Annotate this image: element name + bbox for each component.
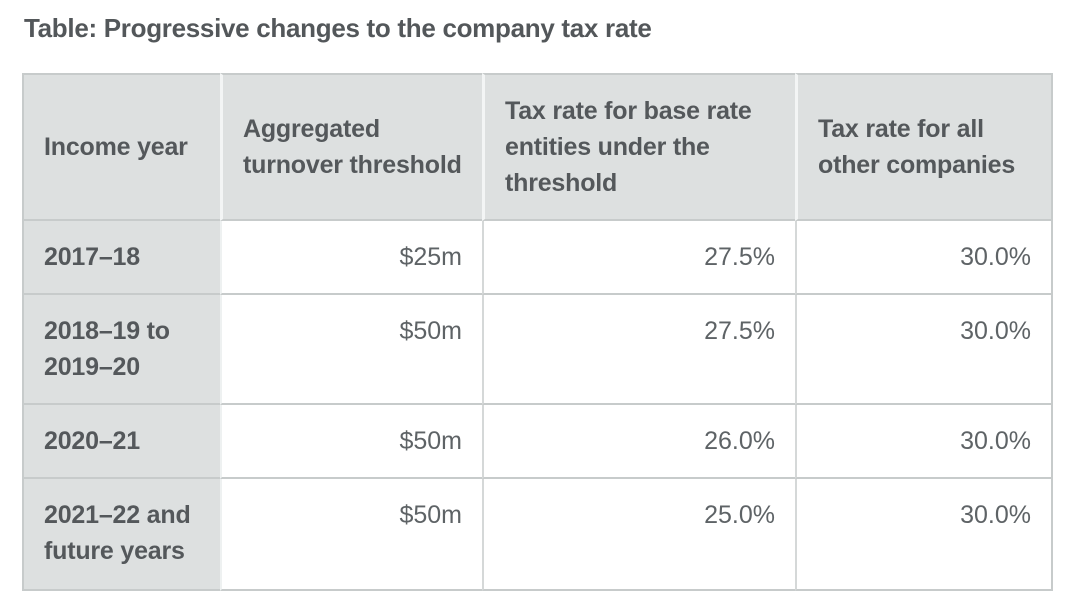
company-tax-rate-table: Income year Aggregated turnover threshol… bbox=[22, 73, 1053, 591]
cell-other-companies-tax: 30.0% bbox=[795, 221, 1053, 295]
row-header-income-year: 2017–18 bbox=[22, 221, 220, 295]
table-row-2017-18: 2017–18 $25m 27.5% 30.0% bbox=[22, 221, 1053, 295]
cell-other-companies-tax: 30.0% bbox=[795, 479, 1053, 591]
col-header-base-rate-tax: Tax rate for base rate entities under th… bbox=[482, 73, 795, 221]
cell-other-companies-tax: 30.0% bbox=[795, 405, 1053, 479]
cell-base-rate-tax: 27.5% bbox=[482, 295, 795, 405]
row-header-income-year: 2020–21 bbox=[22, 405, 220, 479]
cell-turnover-threshold: $50m bbox=[220, 479, 482, 591]
cell-base-rate-tax: 25.0% bbox=[482, 479, 795, 591]
cell-turnover-threshold: $50m bbox=[220, 405, 482, 479]
cell-other-companies-tax: 30.0% bbox=[795, 295, 1053, 405]
cell-turnover-threshold: $25m bbox=[220, 221, 482, 295]
table-row-2021-22-and-future-years: 2021–22 and future years $50m 25.0% 30.0… bbox=[22, 479, 1053, 591]
col-header-other-companies-tax: Tax rate for all other companies bbox=[795, 73, 1053, 221]
row-header-income-year: 2018–19 to 2019–20 bbox=[22, 295, 220, 405]
row-header-income-year: 2021–22 and future years bbox=[22, 479, 220, 591]
header-row: Income year Aggregated turnover threshol… bbox=[22, 73, 1053, 221]
table-title: Table: Progressive changes to the compan… bbox=[24, 13, 652, 43]
page: Table: Progressive changes to the compan… bbox=[22, 13, 1053, 591]
col-header-turnover-threshold: Aggregated turnover threshold bbox=[220, 73, 482, 221]
cell-turnover-threshold: $50m bbox=[220, 295, 482, 405]
table-row-2020-21: 2020–21 $50m 26.0% 30.0% bbox=[22, 405, 1053, 479]
cell-base-rate-tax: 27.5% bbox=[482, 221, 795, 295]
cell-base-rate-tax: 26.0% bbox=[482, 405, 795, 479]
table-row-2018-19-to-2019-20: 2018–19 to 2019–20 $50m 27.5% 30.0% bbox=[22, 295, 1053, 405]
col-header-income-year: Income year bbox=[22, 73, 220, 221]
